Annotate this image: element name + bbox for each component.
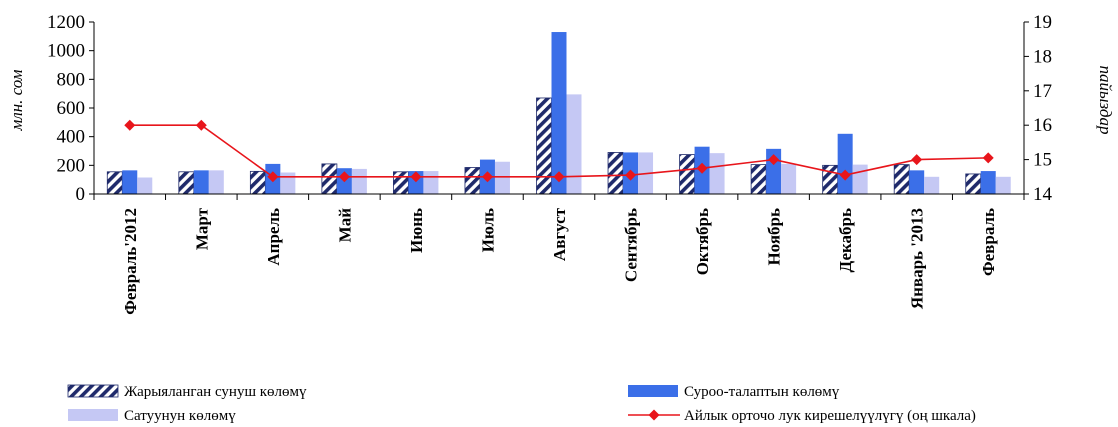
bar-s2-9 xyxy=(781,163,797,194)
bar-s2-5 xyxy=(494,161,510,194)
line-point-10 xyxy=(839,169,851,181)
bar-s2-11 xyxy=(924,176,940,194)
y2-tick-label: 19 xyxy=(1033,12,1052,33)
y2-tick-label: 15 xyxy=(1033,150,1052,171)
line-point-0 xyxy=(124,119,136,131)
line-point-6 xyxy=(553,171,565,183)
y2-tick-label: 14 xyxy=(1033,184,1053,205)
legend-swatch xyxy=(628,385,678,397)
bar-s0-11 xyxy=(893,164,910,195)
bar-s2-1 xyxy=(208,170,224,194)
bar-s0-5 xyxy=(464,167,481,195)
bar-s0-9 xyxy=(750,164,767,195)
line-point-9 xyxy=(768,154,780,166)
bar-s0-7 xyxy=(607,152,624,195)
legend-diamond-key xyxy=(648,409,660,421)
bar-s2-0 xyxy=(137,177,153,194)
line-point-12 xyxy=(982,152,994,164)
category-label: Март xyxy=(192,207,211,250)
line-point-4 xyxy=(410,171,422,183)
bar-s2-10 xyxy=(852,164,868,194)
bar-s0-12 xyxy=(965,173,982,195)
category-label: Сентябрь xyxy=(622,208,641,282)
category-labels-layer: Февраль'2012 Март Апрель Май Июнь Июль Август С… xyxy=(121,207,998,314)
legend: Жарыяланган сунуш көлөмү Суроо-талаптын к… xyxy=(67,384,976,424)
category-label: Ноябрь xyxy=(765,208,784,266)
legend-label: Сатуунун көлөмү xyxy=(124,408,236,424)
category-label: Июнь xyxy=(407,208,426,253)
bar-s0-0 xyxy=(106,171,123,195)
bar-s0-4 xyxy=(393,171,409,195)
bar-s1-12 xyxy=(980,171,996,194)
bar-s1-10 xyxy=(837,133,853,194)
category-label: Октябрь xyxy=(693,208,712,275)
bar-s0-1 xyxy=(178,171,195,195)
category-label: Август xyxy=(550,207,569,261)
category-label: Июль xyxy=(478,208,497,252)
bar-s2-2 xyxy=(280,172,296,194)
y-tick-label: 200 xyxy=(57,155,86,176)
bars-layer xyxy=(106,32,1011,195)
bar-s2-6 xyxy=(566,94,582,194)
category-label: Апрель xyxy=(264,208,283,266)
bar-s1-11 xyxy=(909,170,925,194)
y2-tick-label: 16 xyxy=(1033,115,1052,136)
bar-s1-0 xyxy=(122,170,138,194)
bar-s0-6 xyxy=(536,97,552,195)
y-tick-label: 400 xyxy=(57,127,86,148)
category-label: Февраль xyxy=(979,208,998,276)
line-point-1 xyxy=(195,119,207,131)
line-point-5 xyxy=(481,171,493,183)
y-tick-label: 0 xyxy=(76,184,86,205)
y-axis-title: млн. сом xyxy=(7,69,26,131)
tick-labels-layer: 0 200 400 600 800 1000 1200 14 15 16 17 18 19 xyxy=(47,12,1053,205)
legend-label: Айлык орточо лук кирешелүүлүгү (оң шкала… xyxy=(684,408,976,424)
y-tick-label: 1000 xyxy=(47,41,85,62)
bar-s1-6 xyxy=(551,32,567,195)
bar-s0-8 xyxy=(679,154,695,195)
bar-s2-12 xyxy=(995,176,1011,194)
line-point-8 xyxy=(696,162,708,174)
line-point-7 xyxy=(625,169,637,181)
y2-tick-label: 17 xyxy=(1033,81,1052,102)
legend-label: Суроо-талаптын көлөмү xyxy=(684,384,840,400)
legend-swatch xyxy=(68,409,118,421)
y-tick-label: 600 xyxy=(57,98,86,119)
line-layer xyxy=(124,119,994,183)
line-point-2 xyxy=(267,171,279,183)
y2-tick-label: 18 xyxy=(1033,46,1052,67)
bar-s2-8 xyxy=(709,153,725,194)
bar-s0-2 xyxy=(249,170,266,195)
line-point-11 xyxy=(911,154,923,166)
y-tick-label: 1200 xyxy=(47,12,85,33)
bar-s2-4 xyxy=(423,171,439,194)
legend-label: Жарыяланган сунуш көлөмү xyxy=(124,384,307,400)
y-tick-label: 800 xyxy=(57,69,86,90)
bar-s0-3 xyxy=(321,163,338,195)
category-label: Май xyxy=(335,208,354,243)
bar-s0-10 xyxy=(822,164,839,195)
y2-axis-title: пайыздар xyxy=(1096,65,1115,134)
category-label: Февраль'2012 xyxy=(121,208,140,315)
category-label: Январь '2013 xyxy=(908,208,927,309)
bar-s2-3 xyxy=(351,168,367,194)
legend-swatch xyxy=(67,384,119,398)
axes-layer xyxy=(89,21,1029,200)
category-label: Декабрь xyxy=(836,208,855,272)
bar-s1-1 xyxy=(193,170,209,194)
line-point-3 xyxy=(338,171,350,183)
